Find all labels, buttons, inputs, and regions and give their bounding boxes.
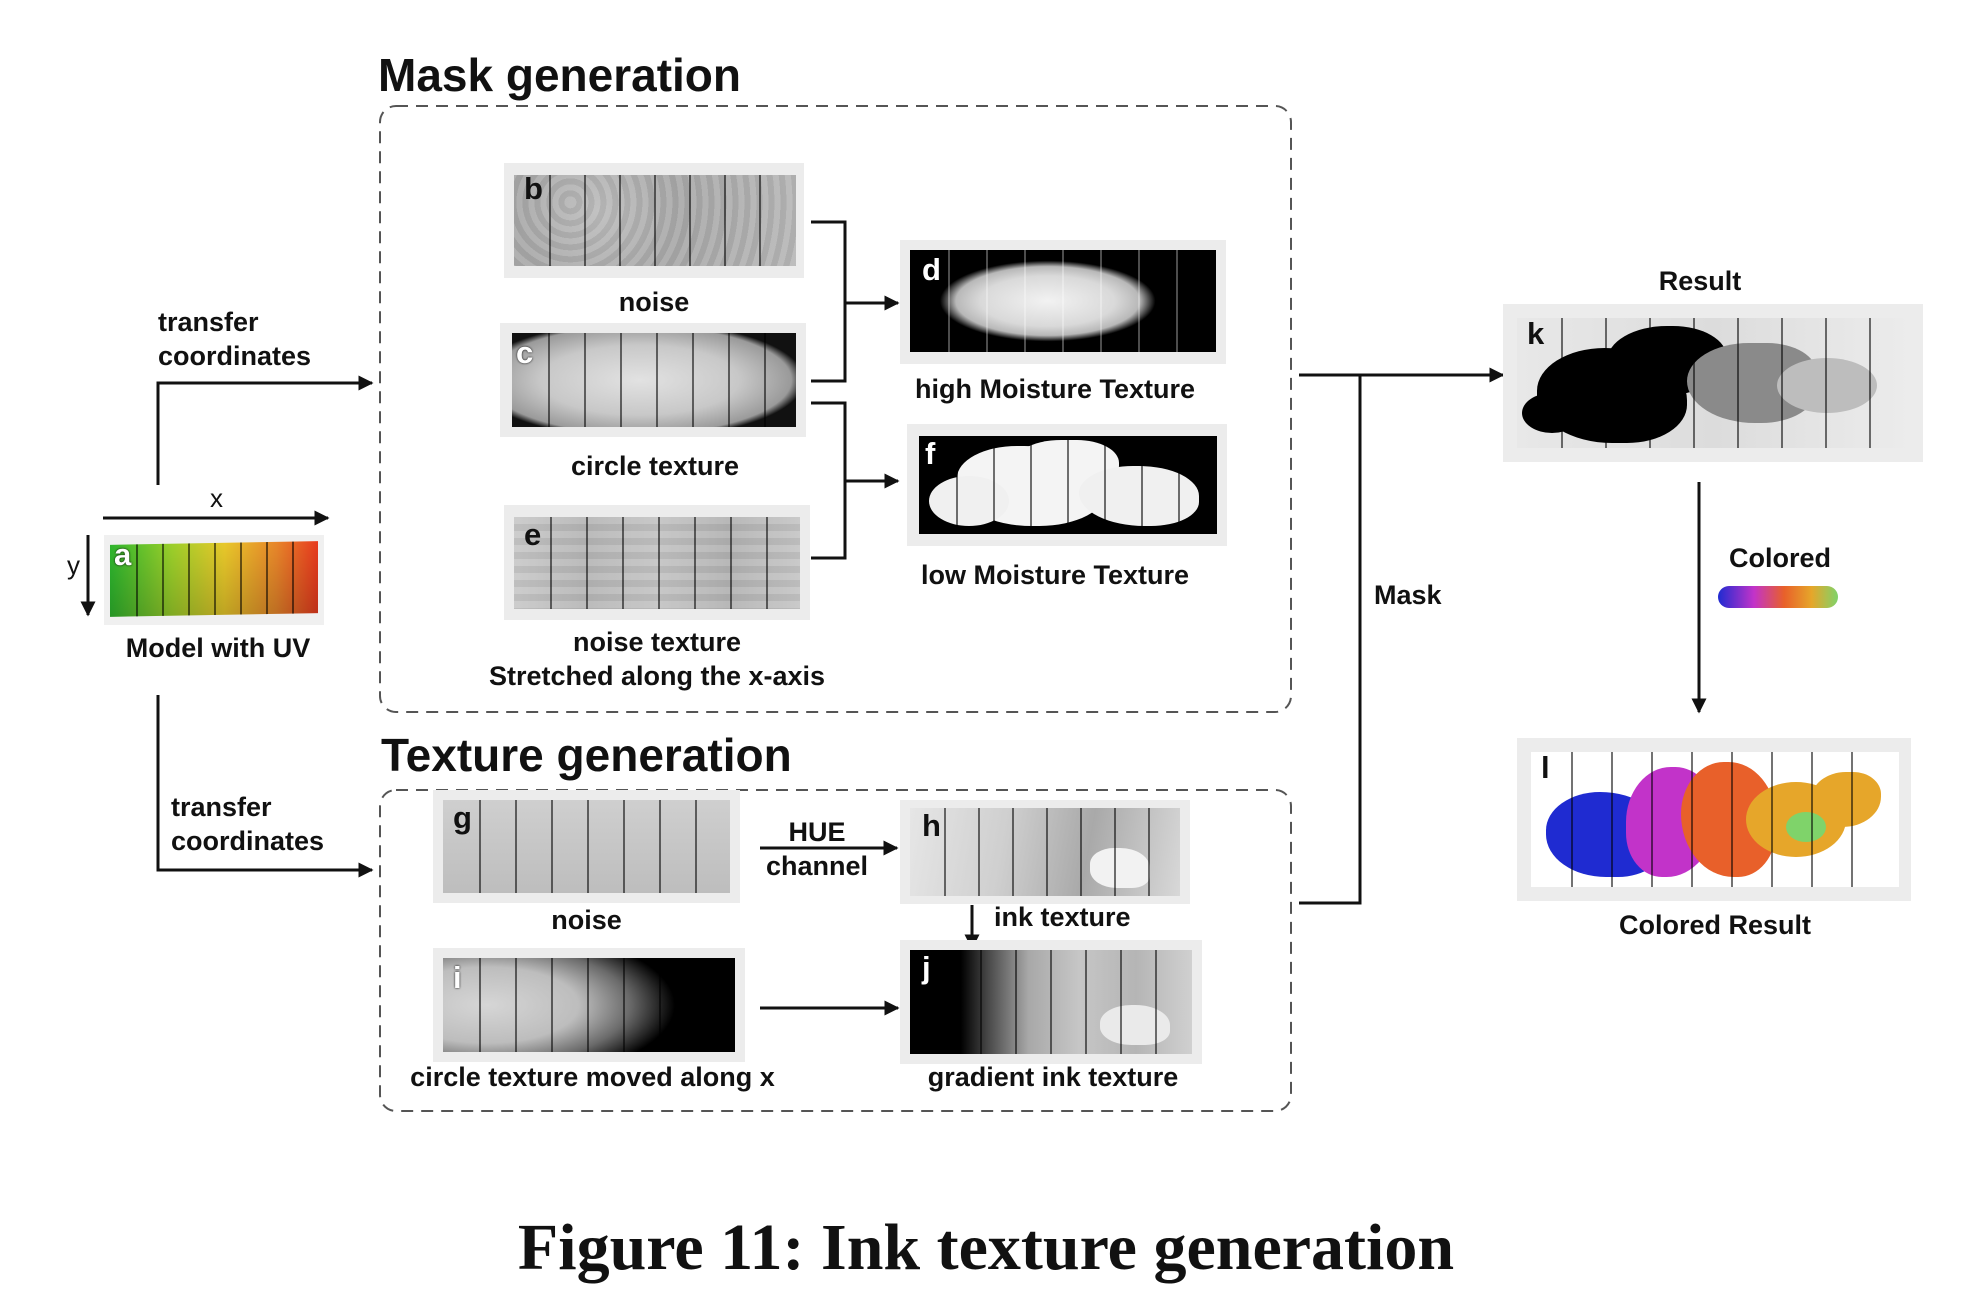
ink-texture-label: ink texture [994,902,1131,932]
transfer-coordinates-bottom-label: transfer coordinates [171,792,325,856]
panel-j-gradient-ink: j [900,940,1202,1064]
gradient-ink-label: gradient ink texture [927,1062,1179,1092]
stretched-e-label: Stretched along the x-axis [488,661,826,691]
axis-x-label: x [210,483,223,513]
panel-e-noise-texture: e [504,505,810,620]
panel-h-ink-texture: h [900,800,1190,904]
texture-generation-title: Texture generation [381,729,792,781]
colored-result-label: Colored Result [1618,910,1812,940]
panel-letter-f: f [925,436,936,471]
texture-generation-box [379,789,1292,1112]
transfer-arrow-bottom [156,695,374,878]
mask-generation-box [379,105,1292,713]
figure-caption: Figure 11: Ink texture generation [517,1211,1455,1284]
panel-a-model-uv: a [104,535,324,625]
panel-i-circle-moved: i [433,948,745,1062]
noise-g-label: noise [551,905,622,935]
panel-letter-d: d [922,252,941,287]
transfer-coordinates-top-label: transfer coordinates [158,307,312,371]
panel-d-high-moisture: d [900,240,1226,364]
mask-label: Mask [1374,580,1442,610]
bracket-bc [811,220,847,383]
panel-b-noise: b [504,163,804,278]
panel-letter-e: e [524,517,542,552]
panel-l-colored-result: l [1517,738,1911,901]
panel-letter-l: l [1541,750,1550,785]
panel-letter-k: k [1527,316,1545,351]
colormap-bar [1718,586,1838,608]
panel-letter-i: i [453,960,462,995]
panel-letter-b: b [524,171,543,206]
mask-generation-title: Mask generation [378,49,741,101]
bracket-ce [811,401,847,560]
mask-connector [1299,375,1362,905]
panel-letter-h: h [922,808,941,843]
panel-g-noise: g [433,790,740,903]
transfer-arrow-top [156,375,374,485]
panel-letter-c: c [516,335,534,370]
noise-b-label: noise [618,287,690,317]
result-label: Result [1658,266,1742,296]
panel-k-result: k [1503,304,1923,462]
panel-letter-j: j [922,950,931,985]
panel-letter-g: g [453,800,472,835]
circle-texture-label: circle texture [570,451,740,481]
colored-label: Colored [1728,543,1831,573]
axis-y-label: y [67,550,80,580]
panel-f-low-moisture: f [907,424,1227,546]
high-moisture-label: high Moisture Texture [914,374,1196,404]
circle-moved-label: circle texture moved along x [410,1062,775,1092]
panel-letter-a: a [114,537,132,572]
panel-c-circle-texture: c [500,323,806,437]
low-moisture-label: low Moisture Texture [920,560,1190,590]
hue-channel-label: HUE channel [765,817,869,881]
noise-texture-e-label: noise texture [572,627,742,657]
model-with-uv-label: Model with UV [125,633,311,663]
